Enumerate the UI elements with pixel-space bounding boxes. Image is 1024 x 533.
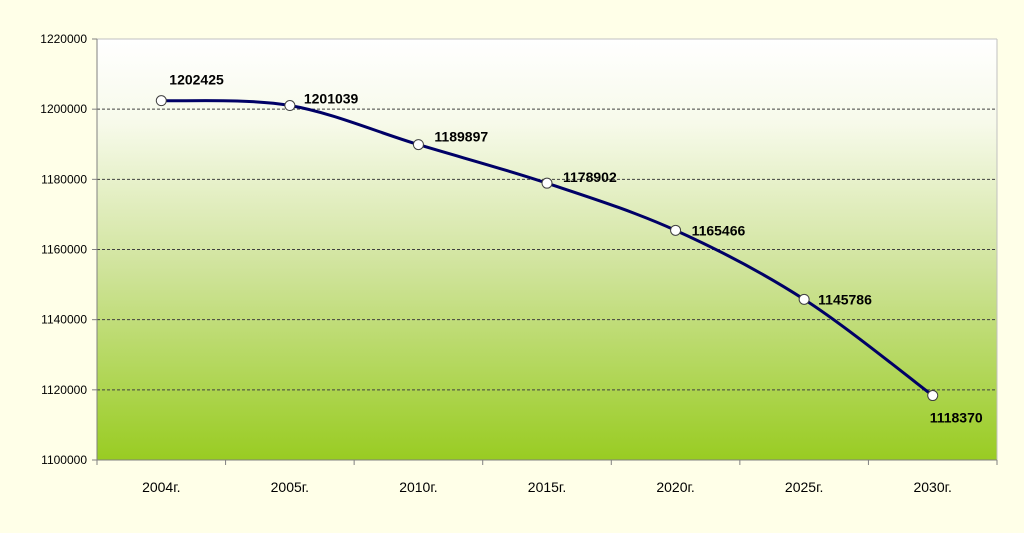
x-tick-label: 2004г.: [142, 479, 180, 495]
data-label: 1201039: [304, 91, 359, 107]
y-tick-label: 1140000: [41, 313, 87, 327]
x-tick-label: 2020г.: [656, 479, 694, 495]
x-tick-labels: 2004г. 2005г. 2010г. 2015г. 2020г. 2025г. 2030…: [142, 479, 952, 495]
data-point-marker: [541, 177, 553, 189]
y-tick-label: 1220000: [40, 32, 87, 46]
data-point-marker: [670, 224, 682, 236]
x-tick-label: 2010г.: [399, 479, 437, 495]
data-labels: 1202425 1201039 1189897 1178902 1165466 11457…: [169, 72, 983, 426]
data-label: 1189897: [434, 129, 488, 145]
data-point-marker: [412, 139, 424, 151]
data-label: 1165466: [692, 222, 746, 238]
data-label: 1145786: [818, 291, 872, 307]
data-point-marker: [927, 390, 939, 402]
y-tick-labels: 1100000 1120000 1140000 1160000 1180000 12000…: [40, 32, 87, 467]
y-tick-label: 1180000: [41, 172, 87, 186]
data-label: 1202425: [169, 72, 224, 88]
data-label: 1178902: [563, 169, 617, 185]
x-tick-label: 2025г.: [785, 479, 823, 495]
y-tick-label: 1200000: [40, 102, 87, 116]
x-tick-label: 2015г.: [528, 479, 566, 495]
axes: [92, 38, 998, 465]
x-tick-label: 2005г.: [271, 479, 309, 495]
data-points: [155, 95, 939, 402]
x-tick-label: 2030г.: [913, 479, 951, 495]
data-point-marker: [284, 100, 296, 112]
data-point-marker: [798, 293, 810, 305]
data-point-marker: [155, 95, 167, 107]
y-tick-label: 1120000: [41, 383, 87, 397]
y-tick-label: 1160000: [41, 243, 87, 257]
data-label: 1118370: [930, 410, 983, 426]
y-tick-label: 1100000: [41, 453, 87, 467]
